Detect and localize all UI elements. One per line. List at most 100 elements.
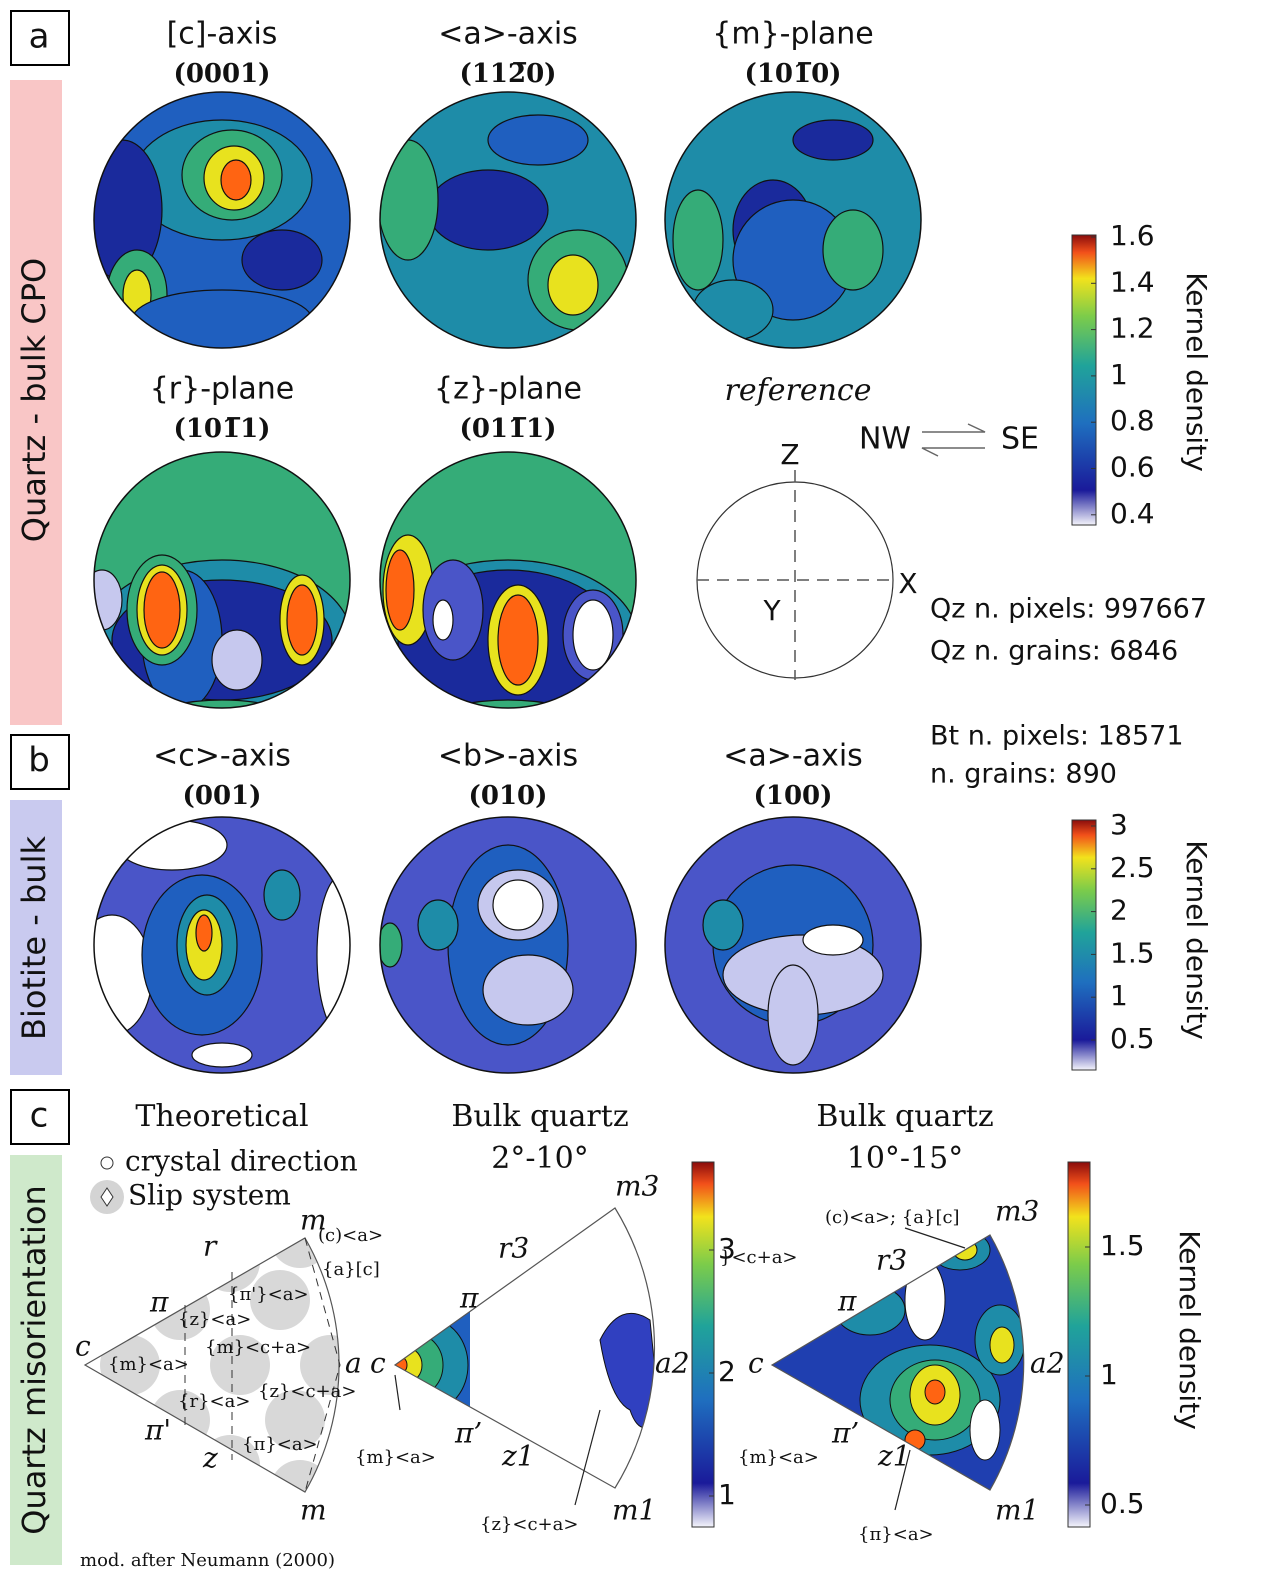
label: r: [203, 1230, 218, 1263]
contour: [417, 899, 459, 951]
label: {m}-plane: [712, 17, 873, 52]
label: π: [149, 1286, 169, 1319]
outline: [379, 451, 637, 709]
colorbar: [1071, 234, 1097, 526]
label: {π}<a>: [858, 1524, 934, 1545]
pointer: [574, 1409, 601, 1506]
label: <b>-axis: [438, 739, 578, 774]
contour: [924, 1379, 946, 1405]
label: {m}<a>: [738, 1447, 819, 1468]
contour: [822, 209, 884, 291]
pole-figure: [380, 92, 636, 348]
label: Qz n. grains: 6846: [930, 636, 1178, 667]
label: {z}<a>: [178, 1309, 251, 1330]
label: c: [370, 1347, 386, 1380]
outline: [93, 816, 351, 1074]
label: c: [748, 1347, 764, 1380]
label: a: [29, 17, 50, 57]
contour: [432, 599, 454, 641]
label: Kernel density: [1180, 272, 1213, 472]
label: b: [28, 741, 50, 781]
contour: [220, 159, 252, 201]
label: a2: [655, 1347, 690, 1380]
label: m: [300, 1204, 327, 1237]
label: 3: [718, 1232, 736, 1265]
pole-figure: [380, 452, 636, 708]
pole-figure: [665, 817, 921, 1073]
label: {m}<a>: [108, 1354, 189, 1375]
label-box: [10, 734, 70, 790]
label: z1: [877, 1440, 911, 1473]
label: (0001): [174, 59, 271, 89]
label: 3: [1110, 808, 1128, 841]
label: crystal direction: [125, 1145, 358, 1178]
contour: [487, 114, 589, 166]
colorbar: [1071, 819, 1097, 1071]
contour: [904, 1259, 946, 1341]
colorbar: [1067, 1161, 1091, 1528]
shear-arrow: [921, 423, 986, 457]
legend-marker: [100, 1156, 114, 1170]
label: NW: [859, 422, 911, 457]
outline: [93, 451, 351, 709]
label: π’: [831, 1417, 859, 1450]
slip-region: [300, 1335, 340, 1395]
label: 1: [718, 1478, 736, 1511]
label: 1.5: [1100, 1229, 1145, 1262]
contour: [422, 559, 484, 661]
contour: [191, 1042, 253, 1068]
label: <a>-axis: [438, 17, 578, 52]
label: (101̅1): [174, 414, 271, 444]
label: (010): [469, 781, 548, 811]
contour: [802, 924, 864, 956]
label: 1: [1110, 979, 1128, 1012]
outline: [379, 816, 637, 1074]
contour: [572, 599, 614, 671]
label: 1.2: [1110, 312, 1155, 345]
contour: [211, 629, 263, 691]
label: Bulk quartz: [451, 1099, 628, 1134]
label: r3: [876, 1244, 907, 1277]
label: {z}<c+a>: [258, 1381, 356, 1402]
label: 0.5: [1100, 1487, 1145, 1520]
label: 1.4: [1110, 265, 1155, 298]
label: 1: [1100, 1358, 1118, 1391]
contour: [989, 1326, 1015, 1364]
pointer: [904, 1227, 966, 1249]
label: π': [144, 1414, 171, 1447]
label: (001): [183, 781, 262, 811]
pointer: [394, 1374, 401, 1411]
label: z: [202, 1442, 218, 1475]
label: n. grains: 890: [930, 759, 1117, 790]
pole-figure: [94, 92, 350, 348]
label: (c)<a>; {a}[c]: [825, 1207, 960, 1228]
outline: [664, 91, 922, 349]
sector-outline: [83, 1237, 340, 1493]
label: Bt n. pixels: 18571: [930, 721, 1184, 752]
label: (101̅0): [745, 59, 842, 89]
label: X: [898, 567, 917, 600]
contour: [94, 914, 153, 1036]
label: 10°-15°: [847, 1141, 963, 1176]
label: SE: [1001, 422, 1039, 457]
contour: [286, 584, 318, 656]
label: Qz n. pixels: 997667: [930, 594, 1207, 625]
contour: [497, 594, 539, 686]
sector-outline: [770, 1234, 1025, 1491]
side-bar: [10, 800, 62, 1075]
label: (112̅0): [460, 59, 557, 89]
label: {z}-plane: [434, 372, 582, 407]
label: 1.5: [1110, 936, 1155, 969]
label: {m}<a>: [355, 1447, 436, 1468]
side-bar: [10, 80, 62, 725]
label: Kernel density: [1173, 1230, 1206, 1430]
contour: [792, 119, 874, 161]
colorbar: [691, 1161, 715, 1528]
label: reference: [725, 373, 872, 408]
label: {π'}<a>: [228, 1284, 309, 1305]
label: 0.5: [1110, 1022, 1155, 1055]
label: c: [30, 1096, 49, 1136]
label: π’: [454, 1417, 482, 1450]
contour: [94, 699, 350, 708]
